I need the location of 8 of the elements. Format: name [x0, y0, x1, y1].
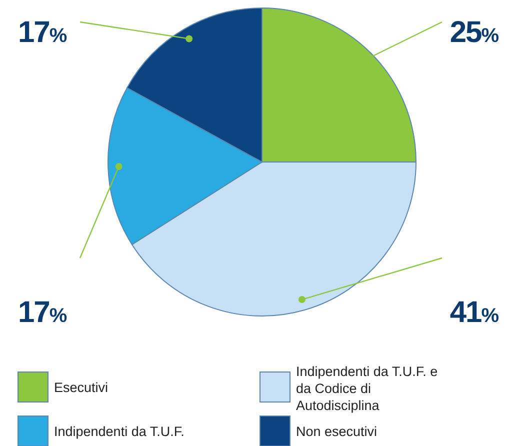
- legend-label: Indipendenti da T.U.F. e da Codice di Autodisciplina: [296, 364, 438, 413]
- data-label: 17%: [18, 296, 68, 329]
- data-label: 25%: [450, 16, 500, 49]
- legend-label: Esecutivi: [54, 380, 108, 395]
- data-label: 41%: [450, 296, 500, 329]
- data-label: 17%: [18, 16, 68, 49]
- legend-label: Non esecutivi: [296, 424, 378, 439]
- legend-label: Indipendenti da T.U.F.: [54, 424, 184, 439]
